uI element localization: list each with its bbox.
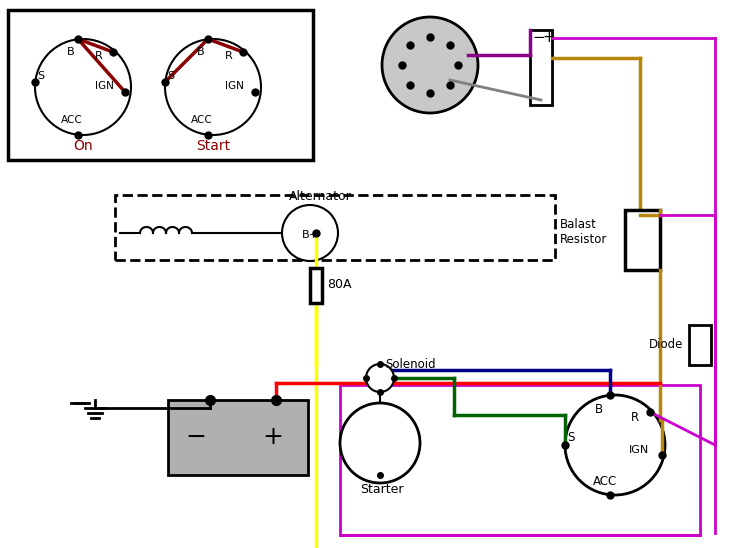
- Text: On: On: [73, 139, 93, 153]
- Text: IGN: IGN: [95, 81, 114, 91]
- Bar: [168, 400, 308, 475]
- Text: Solenoid: Solenoid: [385, 358, 436, 371]
- Bar: [115, 195, 555, 260]
- Circle shape: [282, 205, 338, 261]
- Text: +: +: [263, 425, 283, 449]
- Text: B: B: [197, 47, 204, 57]
- Circle shape: [565, 395, 665, 495]
- Text: B: B: [67, 47, 74, 57]
- Text: +: +: [542, 30, 555, 45]
- Circle shape: [35, 39, 131, 135]
- Circle shape: [165, 39, 261, 135]
- Text: Diode: Diode: [649, 339, 683, 351]
- Circle shape: [382, 17, 478, 113]
- Text: R: R: [95, 51, 103, 61]
- Text: ACC: ACC: [593, 475, 618, 488]
- Text: Start: Start: [196, 139, 230, 153]
- Text: IGN: IGN: [225, 81, 244, 91]
- Bar: [340, 385, 700, 535]
- Bar: [8, 10, 313, 160]
- Text: Starter: Starter: [360, 483, 404, 496]
- Text: 80A: 80A: [327, 278, 352, 292]
- Text: Alternator: Alternator: [288, 190, 351, 203]
- Text: ACC: ACC: [61, 115, 82, 125]
- Text: S: S: [37, 71, 44, 81]
- Circle shape: [340, 403, 420, 483]
- Text: Balast: Balast: [560, 218, 597, 231]
- Text: ACC: ACC: [191, 115, 212, 125]
- Text: B: B: [595, 403, 603, 416]
- Text: R: R: [225, 51, 233, 61]
- Text: B+: B+: [302, 230, 319, 240]
- Text: Resistor: Resistor: [560, 233, 607, 246]
- Circle shape: [366, 364, 394, 392]
- Text: −: −: [532, 30, 545, 45]
- Text: S: S: [167, 71, 174, 81]
- Bar: [530, 30, 552, 105]
- Bar: [310, 268, 322, 303]
- Text: −: −: [185, 425, 207, 449]
- Text: S: S: [567, 431, 575, 444]
- Text: R: R: [631, 411, 639, 424]
- Bar: [689, 325, 711, 365]
- Bar: [625, 210, 660, 270]
- Text: IGN: IGN: [629, 445, 649, 455]
